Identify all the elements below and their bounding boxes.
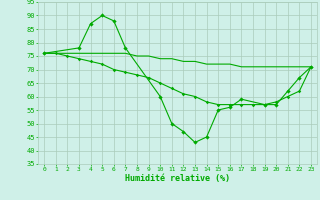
X-axis label: Humidité relative (%): Humidité relative (%) <box>125 174 230 183</box>
